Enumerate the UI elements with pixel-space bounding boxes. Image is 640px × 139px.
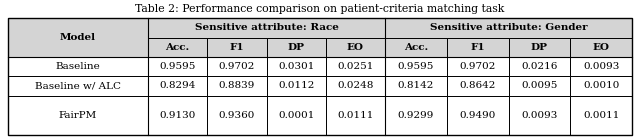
Bar [385, 18, 632, 38]
Text: 0.8142: 0.8142 [397, 81, 434, 90]
Bar [8, 96, 148, 135]
Bar [148, 57, 207, 76]
Text: 0.0248: 0.0248 [337, 81, 374, 90]
Bar [385, 38, 447, 57]
Text: 0.9702: 0.9702 [219, 62, 255, 71]
Bar [266, 57, 326, 76]
Text: 0.8839: 0.8839 [219, 81, 255, 90]
Bar [447, 96, 509, 135]
Bar [509, 38, 570, 57]
Text: Sensitive attribute: Race: Sensitive attribute: Race [195, 23, 339, 33]
Text: 0.0001: 0.0001 [278, 111, 314, 120]
Bar [148, 18, 385, 38]
Text: Baseline w/ ALC: Baseline w/ ALC [35, 81, 121, 90]
Bar [326, 38, 385, 57]
Bar [148, 96, 207, 135]
Bar [266, 38, 326, 57]
Bar [447, 76, 509, 96]
Bar [207, 38, 266, 57]
Text: Table 2: Performance comparison on patient-criteria matching task: Table 2: Performance comparison on patie… [135, 3, 505, 13]
Bar [570, 96, 632, 135]
Bar [447, 38, 509, 57]
Text: 0.0112: 0.0112 [278, 81, 314, 90]
Bar [207, 96, 266, 135]
Text: EO: EO [593, 43, 610, 52]
Bar [8, 57, 148, 76]
Text: F1: F1 [230, 43, 244, 52]
Bar [148, 38, 207, 57]
Bar [326, 76, 385, 96]
Text: Sensitive attribute: Gender: Sensitive attribute: Gender [429, 23, 588, 33]
Bar [447, 57, 509, 76]
Text: 0.0011: 0.0011 [583, 111, 620, 120]
Bar [385, 57, 447, 76]
Bar [570, 76, 632, 96]
Text: 0.9130: 0.9130 [159, 111, 196, 120]
Text: 0.0251: 0.0251 [337, 62, 374, 71]
Text: 0.0095: 0.0095 [521, 81, 557, 90]
Text: 0.9360: 0.9360 [219, 111, 255, 120]
Text: FairPM: FairPM [59, 111, 97, 120]
Text: Baseline: Baseline [56, 62, 100, 71]
Bar [570, 38, 632, 57]
Text: 0.8642: 0.8642 [460, 81, 496, 90]
Text: Model: Model [60, 33, 96, 42]
Text: EO: EO [347, 43, 364, 52]
Bar [266, 76, 326, 96]
Bar [8, 76, 148, 96]
Bar [8, 18, 632, 135]
Bar [385, 96, 447, 135]
Text: 0.9595: 0.9595 [159, 62, 196, 71]
Text: 0.9702: 0.9702 [460, 62, 496, 71]
Text: Acc.: Acc. [404, 43, 428, 52]
Text: DP: DP [287, 43, 305, 52]
Text: 0.9299: 0.9299 [397, 111, 434, 120]
Text: Acc.: Acc. [166, 43, 189, 52]
Text: 0.0093: 0.0093 [521, 111, 557, 120]
Text: 0.0010: 0.0010 [583, 81, 620, 90]
Bar [326, 96, 385, 135]
Bar [509, 76, 570, 96]
Text: 0.0216: 0.0216 [521, 62, 557, 71]
Text: DP: DP [531, 43, 548, 52]
Bar [570, 57, 632, 76]
Text: 0.8294: 0.8294 [159, 81, 196, 90]
Bar [385, 76, 447, 96]
Bar [509, 96, 570, 135]
Bar [326, 57, 385, 76]
Bar [207, 76, 266, 96]
Text: 0.9490: 0.9490 [460, 111, 496, 120]
Text: 0.0111: 0.0111 [337, 111, 374, 120]
Text: 0.0093: 0.0093 [583, 62, 620, 71]
Text: F1: F1 [470, 43, 485, 52]
Text: 0.9595: 0.9595 [397, 62, 434, 71]
Bar [509, 57, 570, 76]
Bar [207, 57, 266, 76]
Text: 0.0301: 0.0301 [278, 62, 314, 71]
Bar [266, 96, 326, 135]
Bar [8, 18, 148, 57]
Bar [148, 76, 207, 96]
